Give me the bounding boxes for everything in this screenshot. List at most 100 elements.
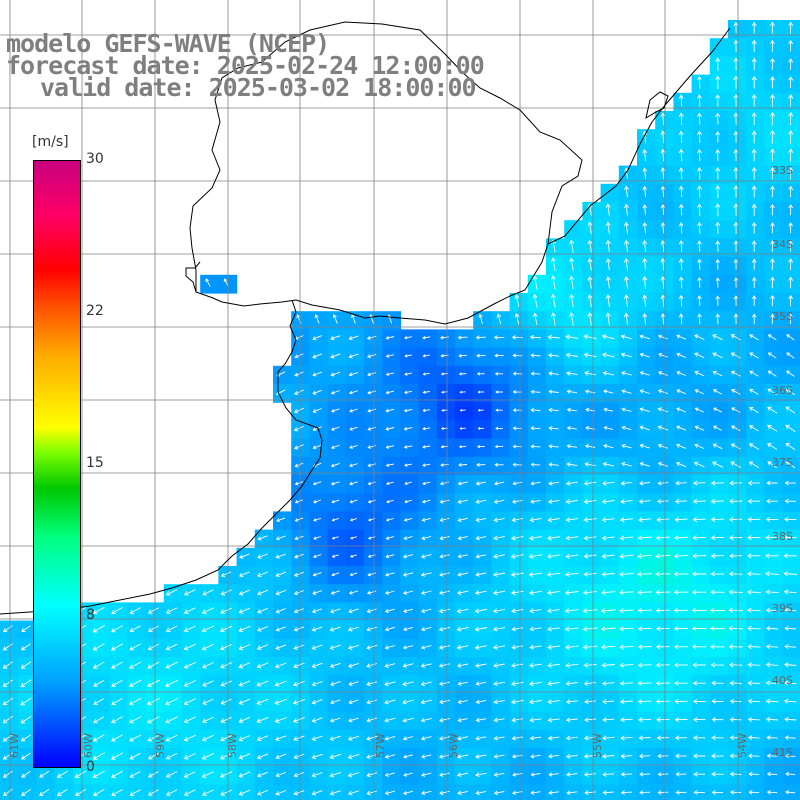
coastline: [0, 21, 731, 615]
wind-speed-cell: [691, 402, 711, 421]
wind-speed-cell: [455, 675, 474, 694]
wind-vector-arrow: [786, 334, 795, 341]
wind-speed-cell: [345, 602, 365, 622]
wind-vector-arrow: [511, 535, 524, 541]
wind-vector-arrow: [747, 717, 760, 722]
wind-speed-cell: [436, 566, 456, 585]
wind-speed-cell: [309, 547, 329, 567]
wind-speed-cell: [291, 566, 310, 585]
wind-vector-arrow: [733, 21, 739, 34]
wind-vector-arrow: [384, 772, 395, 777]
wind-vector-arrow: [733, 39, 739, 53]
wind-vector-arrow: [238, 607, 251, 614]
wind-vector-arrow: [729, 735, 742, 741]
wind-vector-arrow: [220, 680, 232, 687]
wind-speed-cell: [782, 56, 800, 76]
wind-speed-cell: [564, 602, 583, 622]
wind-vector-arrow: [402, 736, 414, 741]
wind-speed-cell: [782, 202, 800, 221]
wind-vector-arrow: [439, 517, 450, 522]
wind-vector-arrow: [587, 276, 593, 289]
wind-vector-arrow: [201, 752, 215, 760]
wind-vector-arrow: [623, 257, 629, 271]
wind-speed-cell: [291, 529, 310, 549]
wind-speed-cell: [637, 165, 656, 185]
wind-speed-cell: [600, 584, 620, 603]
wind-speed-cell: [582, 238, 602, 258]
wind-speed-cell: [564, 566, 583, 585]
wind-speed-cell: [637, 638, 656, 658]
wind-vector-arrow: [565, 662, 579, 668]
wind-vector-arrow: [785, 424, 796, 432]
wind-speed-cell: [182, 620, 201, 640]
wind-speed-cell: [618, 693, 638, 713]
wind-speed-cell: [309, 584, 329, 603]
wind-vector-arrow: [129, 734, 142, 742]
wind-vector-arrow: [733, 258, 739, 270]
wind-vector-arrow: [510, 553, 524, 559]
wind-vector-arrow: [712, 370, 723, 377]
wind-vector-arrow: [565, 735, 578, 741]
wind-vector-arrow: [528, 681, 542, 687]
wind-speed-cell: [36, 766, 56, 785]
wind-vector-arrow: [676, 389, 686, 395]
wind-speed-cell: [564, 511, 583, 531]
wind-speed-cell: [109, 657, 128, 676]
wind-speed-cell: [728, 420, 747, 440]
wind-speed-cell: [709, 38, 729, 57]
wind-vector-arrow: [766, 753, 778, 759]
wind-vector-arrow: [385, 335, 395, 340]
wind-speed-cell: [436, 584, 456, 603]
wind-vector-arrow: [715, 221, 721, 234]
wind-vector-arrow: [637, 662, 652, 668]
wind-speed-cell: [345, 711, 365, 731]
wind-vector-arrow: [111, 716, 123, 724]
wind-vector-arrow: [751, 57, 757, 71]
wind-vector-arrow: [39, 789, 50, 796]
wind-speed-cell: [527, 438, 547, 458]
wind-vector-arrow: [512, 772, 523, 777]
wind-speed-cell: [182, 693, 201, 713]
wind-speed-cell: [400, 511, 420, 531]
wind-vector-arrow: [601, 662, 615, 668]
wind-speed-cell: [436, 602, 456, 622]
wind-speed-cell: [564, 529, 583, 549]
wind-vector-arrow: [550, 239, 556, 253]
wind-vector-arrow: [785, 790, 796, 795]
wind-vector-arrow: [366, 681, 378, 687]
wind-vector-arrow: [458, 372, 467, 376]
wind-vector-arrow: [692, 535, 707, 541]
wind-speed-cell: [400, 365, 420, 385]
wind-speed-cell: [764, 493, 784, 512]
wind-vector-arrow: [733, 185, 739, 198]
wind-speed-cell: [600, 220, 620, 239]
wind-speed-cell: [564, 256, 583, 276]
wind-vector-arrow: [493, 772, 505, 777]
wind-vector-arrow: [475, 699, 487, 705]
wind-speed-cell: [491, 475, 511, 494]
wind-speed-cell: [327, 438, 347, 458]
wind-vector-arrow: [769, 94, 775, 107]
wind-vector-arrow: [347, 644, 360, 650]
wind-speed-cell: [782, 693, 800, 713]
wind-vector-arrow: [496, 313, 502, 325]
wind-vector-arrow: [514, 312, 520, 325]
wind-speed-cell: [345, 438, 365, 458]
wind-vector-arrow: [439, 481, 450, 486]
wind-speed-cell: [600, 365, 620, 385]
wind-vector-arrow: [366, 335, 377, 340]
wind-speed-cell: [527, 675, 547, 694]
wind-speed-cell: [418, 420, 438, 440]
wind-vector-arrow: [637, 571, 653, 577]
wind-vector-arrow: [566, 790, 578, 796]
wind-speed-cell: [345, 493, 365, 512]
wind-vector-arrow: [674, 680, 688, 686]
wind-vector-arrow: [439, 535, 450, 541]
wind-speed-cell: [618, 420, 638, 440]
wind-vector-arrow: [656, 717, 670, 723]
wind-speed-cell: [637, 293, 656, 312]
wind-speed-cell: [709, 56, 729, 76]
wind-vector-arrow: [92, 625, 105, 633]
wind-vector-arrow: [674, 717, 688, 723]
